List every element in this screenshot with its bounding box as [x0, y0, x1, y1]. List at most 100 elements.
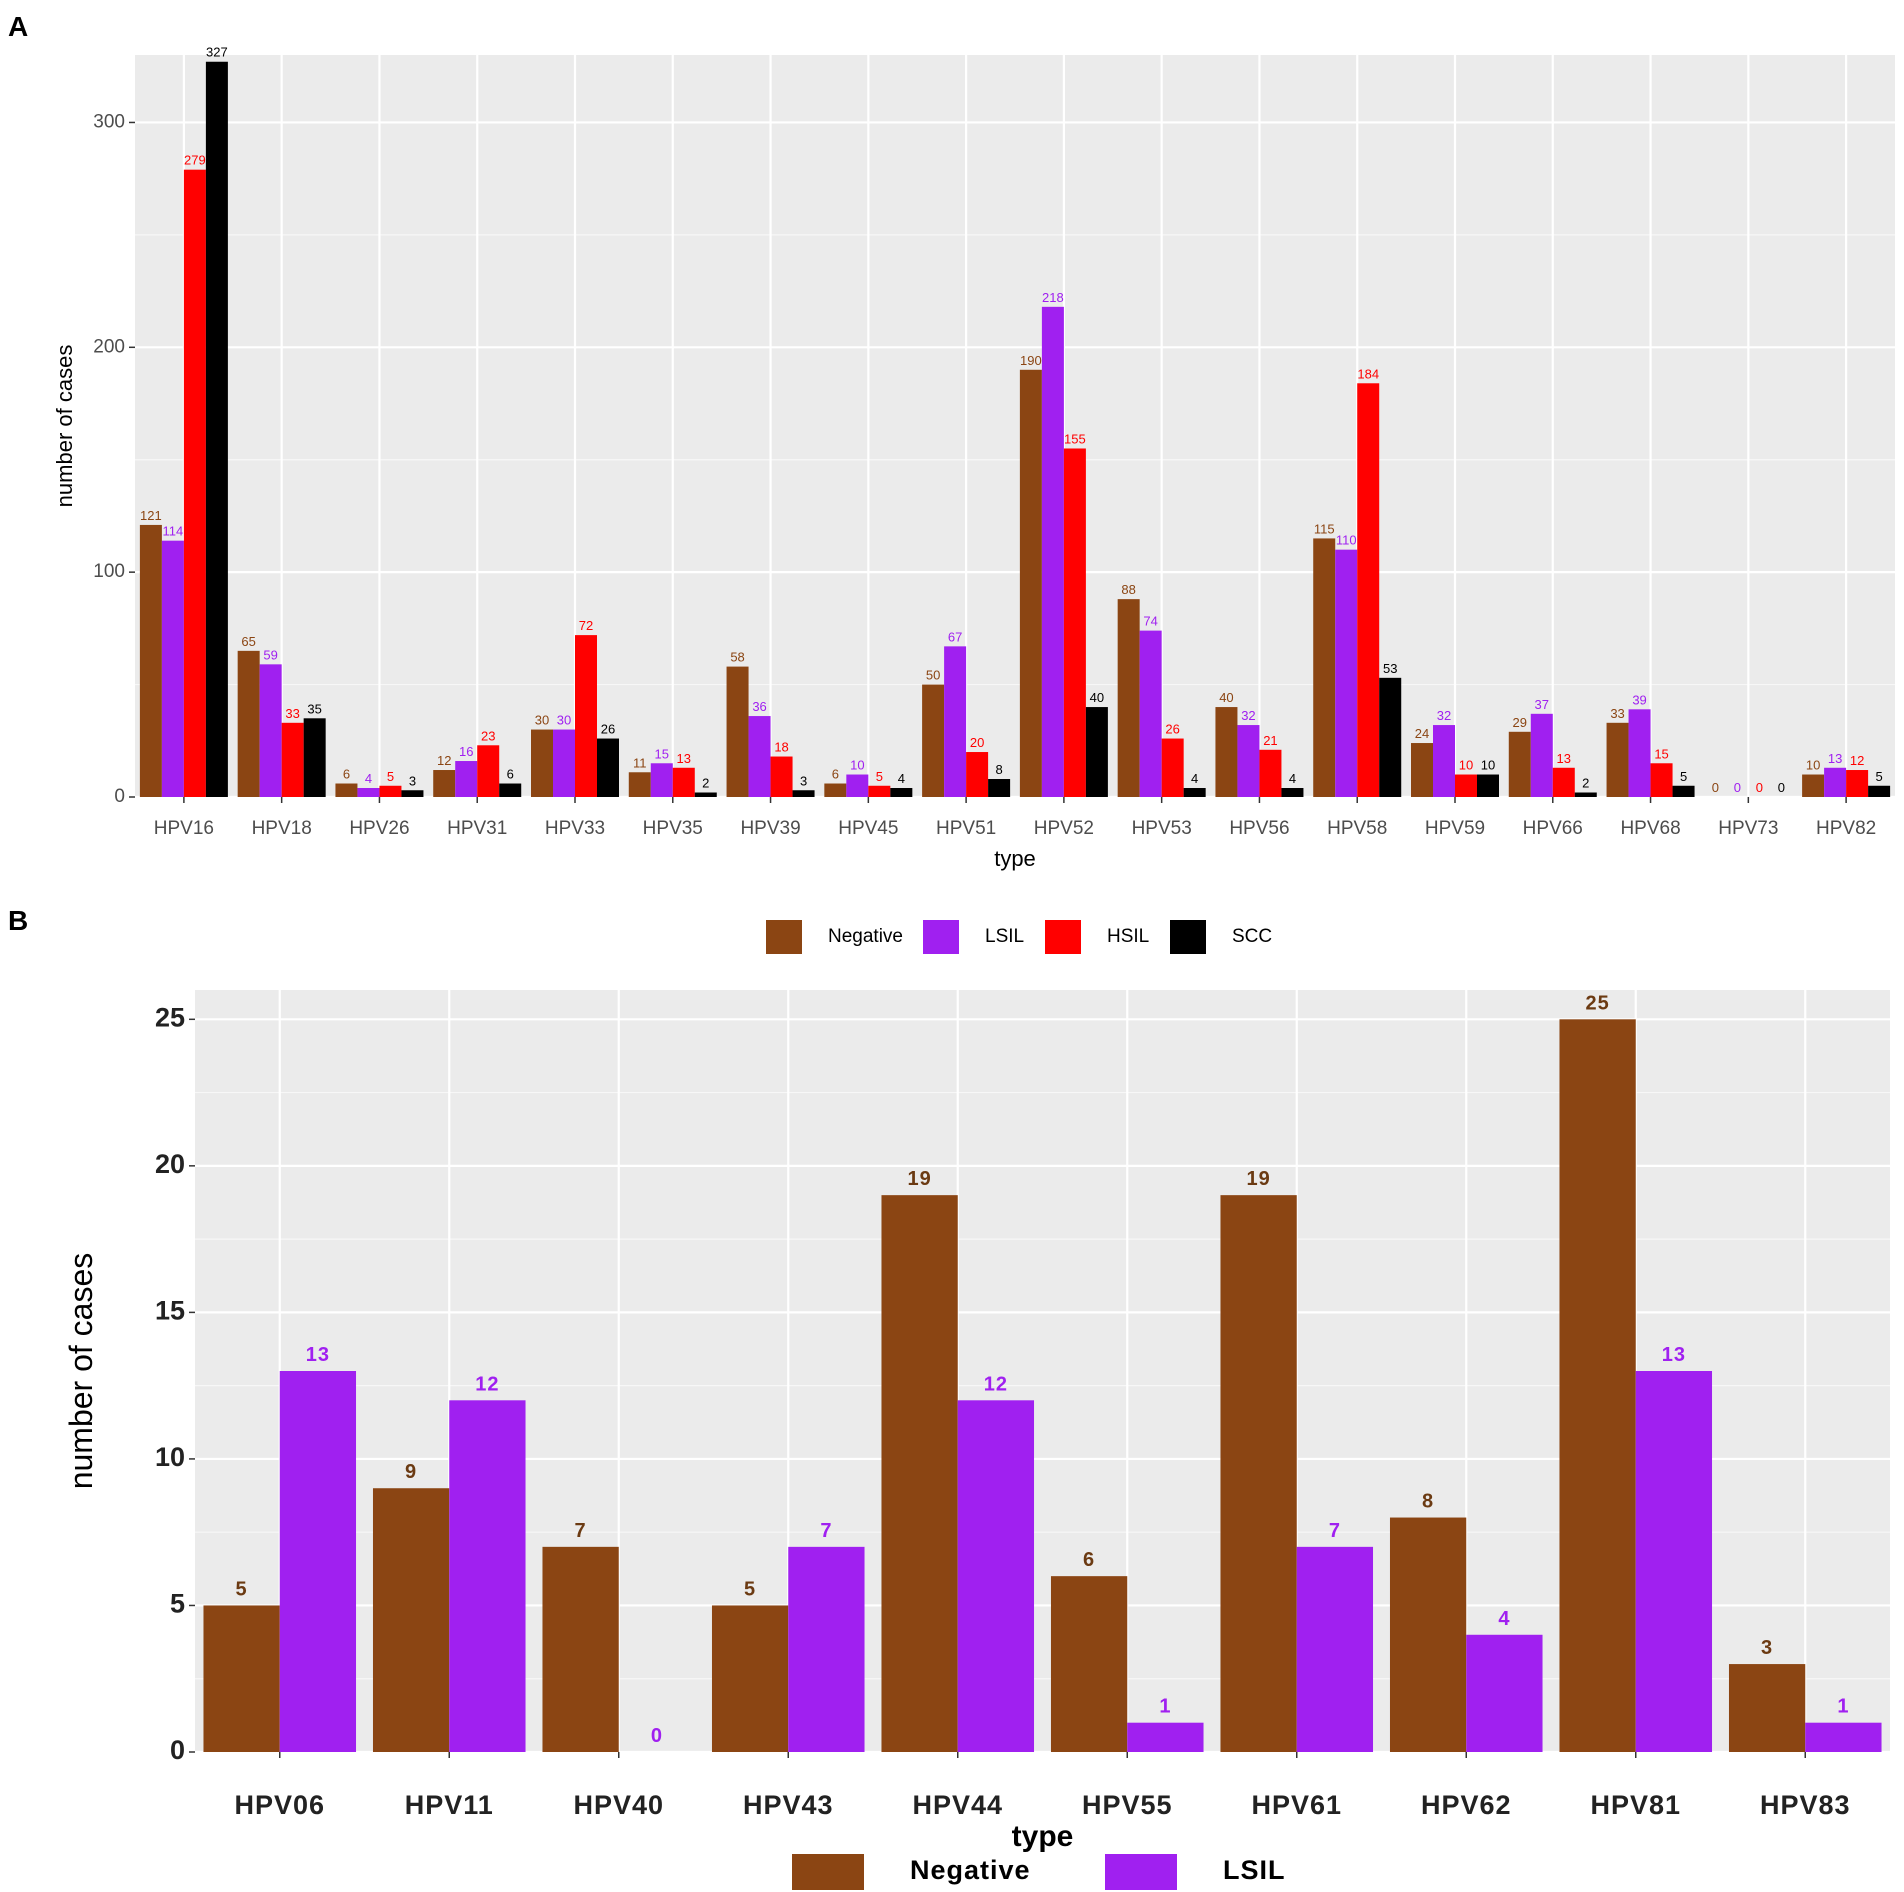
bar-hpv33-scc [597, 738, 619, 797]
x-axis-title: type [1012, 1820, 1074, 1853]
bar-hpv51-negative [922, 684, 945, 797]
bar-hpv31-negative [433, 770, 456, 797]
bar-hpv83-lsil [1805, 1722, 1882, 1752]
data-label-hpv73-hsil: 0 [1756, 780, 1763, 795]
y-tick-label-20: 20 [155, 1149, 185, 1179]
legend-label-negative: Negative [828, 926, 903, 947]
data-label-hpv68-negative: 33 [1610, 706, 1624, 721]
data-label-hpv68-lsil: 39 [1632, 692, 1646, 707]
x-tick-label-hpv59: HPV59 [1425, 818, 1485, 839]
data-label-hpv62-lsil: 4 [1498, 1608, 1510, 1630]
bar-hpv58-lsil [1335, 549, 1358, 797]
legend-swatch-scc [1170, 920, 1206, 954]
x-tick-label-hpv11: HPV11 [405, 1790, 494, 1820]
data-label-hpv82-negative: 10 [1806, 758, 1820, 773]
x-tick-label-hpv83: HPV83 [1760, 1790, 1851, 1820]
y-tick-label-0: 0 [170, 1735, 185, 1765]
bar-hpv33-hsil [575, 635, 597, 797]
legend-swatch-hsil [1045, 920, 1081, 954]
data-label-hpv39-hsil: 18 [774, 740, 788, 755]
legend-item-hsil: HSIL [1045, 920, 1149, 954]
data-label-hpv39-scc: 3 [800, 773, 807, 788]
bar-hpv33-negative [531, 729, 553, 797]
y-tick-label-10: 10 [155, 1442, 185, 1472]
x-tick-label-hpv56: HPV56 [1229, 818, 1289, 839]
bar-hpv81-negative [1559, 1019, 1636, 1752]
data-label-hpv06-negative: 5 [236, 1578, 248, 1600]
data-label-hpv11-negative: 9 [405, 1461, 417, 1483]
x-tick-label-hpv55: HPV55 [1082, 1790, 1173, 1820]
x-tick-label-hpv45: HPV45 [838, 818, 898, 839]
data-label-hpv44-negative: 19 [907, 1168, 931, 1190]
bar-hpv68-scc [1672, 785, 1695, 797]
bar-hpv56-negative [1215, 707, 1238, 797]
bar-hpv16-hsil [183, 169, 206, 797]
panel-b-chart: 0510152025513HPV06912HPV1170HPV4057HPV43… [63, 990, 1890, 1890]
data-label-hpv56-negative: 40 [1219, 690, 1233, 705]
x-tick-label-hpv73: HPV73 [1718, 818, 1778, 839]
bar-hpv53-hsil [1161, 738, 1184, 797]
data-label-hpv66-negative: 29 [1513, 715, 1527, 730]
bar-hpv11-lsil [449, 1400, 526, 1752]
bar-hpv68-lsil [1628, 709, 1651, 797]
bar-hpv52-negative [1019, 369, 1042, 797]
bar-hpv62-negative [1389, 1517, 1467, 1752]
data-label-hpv39-negative: 58 [730, 650, 744, 665]
data-label-hpv40-negative: 7 [575, 1520, 587, 1542]
y-axis-title: number of cases [52, 345, 77, 508]
data-label-hpv31-hsil: 23 [481, 728, 495, 743]
bar-hpv83-negative [1728, 1664, 1806, 1752]
bar-hpv56-lsil [1237, 725, 1260, 797]
y-tick-label-25: 25 [155, 1002, 185, 1032]
bar-hpv18-hsil [281, 722, 304, 797]
data-label-hpv59-lsil: 32 [1437, 708, 1451, 723]
data-label-hpv52-scc: 40 [1090, 690, 1104, 705]
bar-hpv26-negative [335, 783, 358, 797]
data-label-hpv83-lsil: 1 [1837, 1696, 1849, 1718]
bar-hpv53-scc [1183, 788, 1206, 797]
x-tick-label-hpv35: HPV35 [643, 818, 703, 839]
legend-swatch-lsil [1105, 1854, 1177, 1890]
bar-hpv06-negative [203, 1605, 280, 1752]
data-label-hpv16-negative: 121 [140, 508, 162, 523]
bar-hpv39-hsil [770, 756, 793, 797]
bar-hpv16-scc [205, 61, 228, 797]
x-tick-label-hpv31: HPV31 [447, 818, 507, 839]
data-label-hpv73-negative: 0 [1712, 780, 1719, 795]
data-label-hpv51-hsil: 20 [970, 735, 984, 750]
y-tick-label-300: 300 [93, 111, 125, 132]
data-label-hpv53-scc: 4 [1191, 771, 1198, 786]
data-label-hpv56-hsil: 21 [1263, 733, 1277, 748]
data-label-hpv26-scc: 3 [409, 773, 416, 788]
data-label-hpv82-scc: 5 [1875, 769, 1882, 784]
legend-item-negative: Negative [792, 1854, 1030, 1890]
bar-hpv51-hsil [966, 752, 989, 797]
bar-hpv33-lsil [553, 729, 575, 797]
data-label-hpv61-negative: 19 [1246, 1168, 1270, 1190]
bar-hpv82-negative [1802, 774, 1825, 797]
data-label-hpv58-hsil: 184 [1357, 366, 1379, 381]
bar-hpv16-negative [139, 524, 162, 797]
data-label-hpv35-negative: 11 [633, 755, 647, 770]
data-label-hpv33-hsil: 72 [579, 618, 593, 633]
bar-hpv35-lsil [650, 763, 673, 797]
bar-hpv56-scc [1281, 788, 1304, 797]
x-tick-label-hpv53: HPV53 [1132, 818, 1192, 839]
bar-hpv53-negative [1117, 599, 1140, 797]
bar-hpv58-scc [1379, 677, 1402, 797]
data-label-hpv18-scc: 35 [307, 701, 321, 716]
data-label-hpv56-scc: 4 [1289, 771, 1296, 786]
data-label-hpv43-negative: 5 [744, 1578, 756, 1600]
data-label-hpv58-negative: 115 [1314, 521, 1335, 536]
bar-hpv39-negative [726, 666, 749, 797]
x-tick-label-hpv18: HPV18 [252, 818, 312, 839]
bar-hpv44-lsil [957, 1400, 1035, 1752]
bar-hpv59-lsil [1433, 725, 1455, 797]
data-label-hpv73-scc: 0 [1778, 780, 1785, 795]
plot-background [135, 55, 1895, 797]
data-label-hpv68-scc: 5 [1680, 769, 1687, 784]
data-label-hpv68-hsil: 15 [1654, 746, 1668, 761]
bar-hpv56-hsil [1259, 749, 1282, 797]
data-label-hpv51-scc: 8 [995, 762, 1002, 777]
bar-hpv40-negative [542, 1546, 619, 1752]
